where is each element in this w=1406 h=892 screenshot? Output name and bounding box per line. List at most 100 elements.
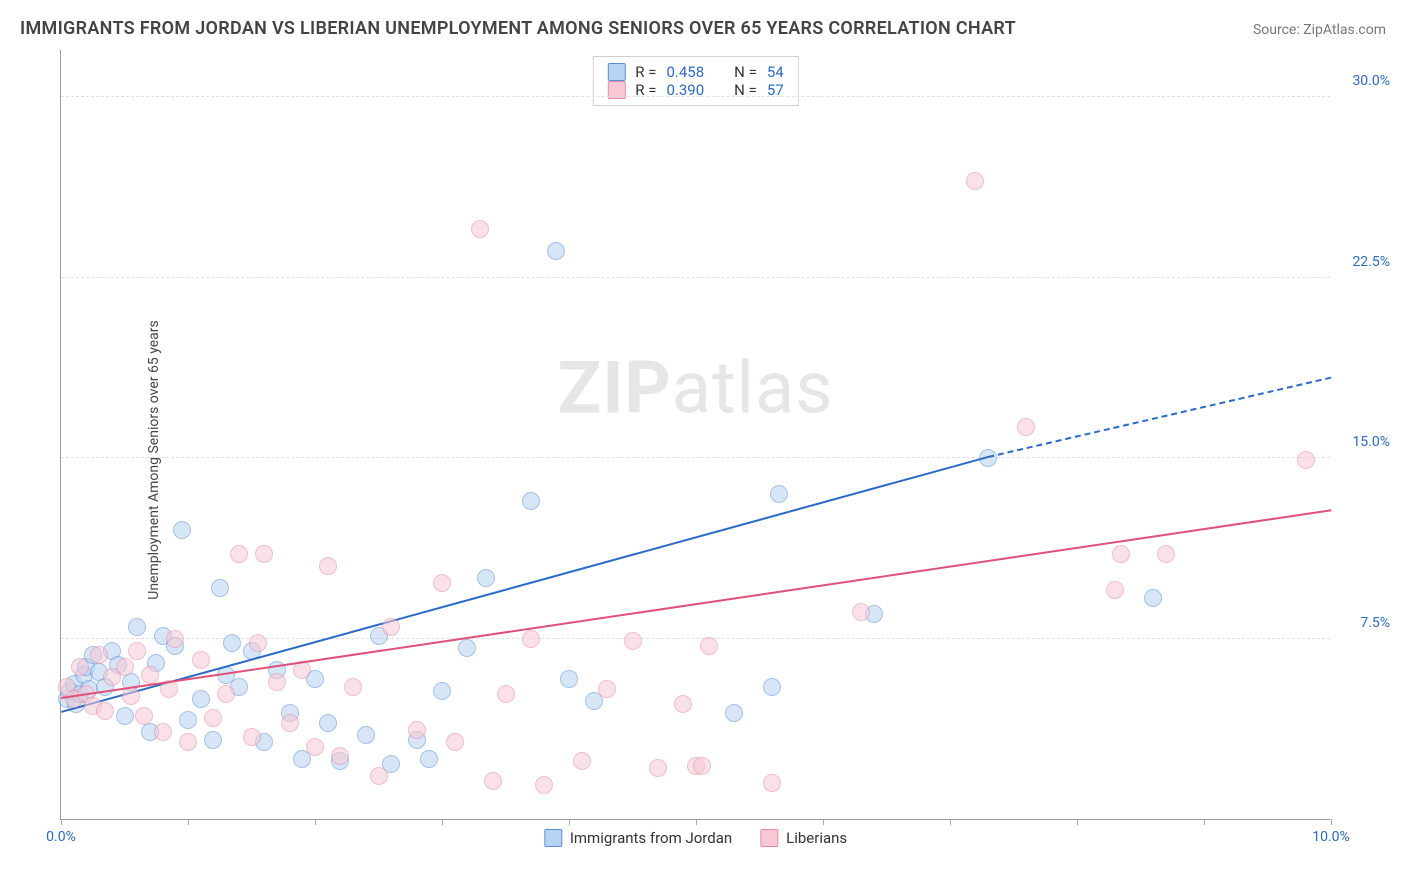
data-point xyxy=(319,714,337,732)
data-point xyxy=(522,492,540,510)
data-point xyxy=(255,545,273,563)
data-point xyxy=(128,642,146,660)
legend-series: Immigrants from Jordan Liberians xyxy=(544,829,847,847)
legend-swatch xyxy=(760,829,778,847)
data-point xyxy=(471,220,489,238)
data-point xyxy=(852,603,870,621)
data-point xyxy=(179,733,197,751)
x-tick-label: 10.0% xyxy=(1312,829,1350,845)
scatter-plot: ZIPatlas R = 0.458 N = 54 R = 0.390 N = … xyxy=(60,50,1330,820)
data-point xyxy=(1106,581,1124,599)
data-point xyxy=(770,485,788,503)
data-point xyxy=(624,632,642,650)
y-tick-label: 7.5% xyxy=(1360,615,1390,631)
gridline xyxy=(61,457,1330,458)
data-point xyxy=(71,658,89,676)
data-point xyxy=(243,728,261,746)
data-point xyxy=(122,687,140,705)
data-point xyxy=(763,678,781,696)
data-point xyxy=(1297,451,1315,469)
source-label: Source: ZipAtlas.com xyxy=(1253,22,1386,38)
data-point xyxy=(116,658,134,676)
data-point xyxy=(116,707,134,725)
data-point xyxy=(223,634,241,652)
data-point xyxy=(649,759,667,777)
data-point xyxy=(420,750,438,768)
data-point xyxy=(408,721,426,739)
data-point xyxy=(192,690,210,708)
y-tick-label: 22.5% xyxy=(1352,254,1390,270)
chart-title: IMMIGRANTS FROM JORDAN VS LIBERIAN UNEMP… xyxy=(20,18,1016,39)
x-tick xyxy=(442,819,443,825)
data-point xyxy=(725,704,743,722)
x-tick xyxy=(950,819,951,825)
x-tick xyxy=(823,819,824,825)
data-point xyxy=(211,579,229,597)
legend-item: Liberians xyxy=(760,829,847,847)
r-value-1: 0.458 xyxy=(666,63,704,81)
data-point xyxy=(1144,589,1162,607)
data-point xyxy=(547,242,565,260)
data-point xyxy=(179,711,197,729)
y-tick-label: 15.0% xyxy=(1352,434,1390,450)
data-point xyxy=(433,682,451,700)
data-point xyxy=(966,172,984,190)
x-tick xyxy=(1204,819,1205,825)
gridline xyxy=(61,277,1330,278)
x-tick xyxy=(1077,819,1078,825)
legend-stats: R = 0.458 N = 54 R = 0.390 N = 57 xyxy=(592,56,798,106)
data-point xyxy=(560,670,578,688)
x-tick xyxy=(61,819,62,825)
x-tick xyxy=(188,819,189,825)
data-point xyxy=(763,774,781,792)
data-point xyxy=(141,666,159,684)
header-row: IMMIGRANTS FROM JORDAN VS LIBERIAN UNEMP… xyxy=(0,0,1406,45)
x-tick xyxy=(569,819,570,825)
data-point xyxy=(192,651,210,669)
legend-swatch xyxy=(544,829,562,847)
data-point xyxy=(96,702,114,720)
data-point xyxy=(166,630,184,648)
data-point xyxy=(357,726,375,744)
data-point xyxy=(693,757,711,775)
data-point xyxy=(344,678,362,696)
data-point xyxy=(319,557,337,575)
data-point xyxy=(173,521,191,539)
data-point xyxy=(204,709,222,727)
data-point xyxy=(217,685,235,703)
data-point xyxy=(249,634,267,652)
x-tick xyxy=(696,819,697,825)
legend-stats-row: R = 0.458 N = 54 xyxy=(607,63,783,81)
y-tick-label: 30.0% xyxy=(1352,73,1390,89)
data-point xyxy=(230,545,248,563)
x-tick xyxy=(1331,819,1332,825)
swatch-series-1 xyxy=(607,63,625,81)
data-point xyxy=(1112,545,1130,563)
data-point xyxy=(573,752,591,770)
data-point xyxy=(135,707,153,725)
data-point xyxy=(458,639,476,657)
data-point xyxy=(268,673,286,691)
data-point xyxy=(598,680,616,698)
n-value-1: 54 xyxy=(767,63,784,81)
data-point xyxy=(497,685,515,703)
data-point xyxy=(433,574,451,592)
data-point xyxy=(281,714,299,732)
chart-container: Unemployment Among Seniors over 65 years… xyxy=(50,50,1390,870)
data-point xyxy=(204,731,222,749)
x-tick-label: 0.0% xyxy=(46,829,76,845)
r-label: R = xyxy=(635,63,656,81)
watermark: ZIPatlas xyxy=(558,346,834,431)
data-point xyxy=(674,695,692,713)
data-point xyxy=(522,630,540,648)
data-point xyxy=(484,772,502,790)
legend-item: Immigrants from Jordan xyxy=(544,829,732,847)
trend-line-dashed xyxy=(988,377,1331,458)
data-point xyxy=(1017,418,1035,436)
gridline xyxy=(61,96,1330,97)
data-point xyxy=(700,637,718,655)
legend-label: Liberians xyxy=(786,829,847,847)
data-point xyxy=(128,618,146,636)
data-point xyxy=(331,747,349,765)
data-point xyxy=(154,723,172,741)
